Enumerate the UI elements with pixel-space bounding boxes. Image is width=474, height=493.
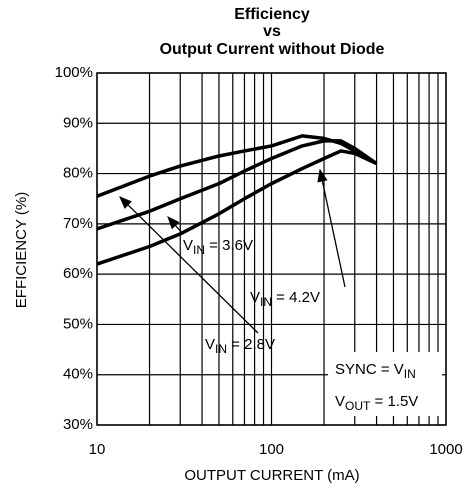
line-series bbox=[96, 134, 378, 198]
y-tick-label: 40% bbox=[63, 366, 93, 383]
annotation-part: = 3.6V bbox=[205, 237, 253, 254]
y-tick-label: 60% bbox=[63, 265, 93, 282]
annotation-part: V bbox=[205, 336, 215, 353]
annotation: VOUT = 1.5V bbox=[335, 393, 418, 413]
subscript: OUT bbox=[345, 399, 371, 413]
y-tick-label: 50% bbox=[63, 315, 93, 332]
y-tick-label: 30% bbox=[63, 416, 93, 433]
annotation-part: V bbox=[335, 393, 345, 410]
annotation-part: = 4.2V bbox=[272, 289, 320, 306]
annotation-part: SYNC = V bbox=[335, 361, 404, 378]
x-tick-label: 1000 bbox=[429, 441, 462, 458]
line-series bbox=[96, 139, 378, 231]
line-series bbox=[96, 149, 378, 266]
x-tick-label: 100 bbox=[259, 441, 284, 458]
y-tick-label: 100% bbox=[55, 64, 93, 81]
annotation: VIN = 4.2V bbox=[250, 289, 320, 309]
subscript: IN bbox=[260, 295, 272, 309]
plot-frame bbox=[96, 72, 447, 426]
chart-title: Efficiency bbox=[234, 6, 310, 23]
subscript: IN bbox=[193, 243, 205, 257]
arrow bbox=[317, 168, 346, 288]
chart-title: vs bbox=[263, 23, 281, 40]
subscript: IN bbox=[215, 342, 227, 356]
note-box bbox=[328, 352, 442, 416]
y-tick-label: 70% bbox=[63, 215, 93, 232]
chart-title: Output Current without Diode bbox=[160, 41, 385, 58]
arrow bbox=[119, 196, 259, 334]
subscript: IN bbox=[404, 367, 416, 381]
annotation-part: = 1.5V bbox=[370, 393, 418, 410]
y-tick-label: 90% bbox=[63, 114, 93, 131]
annotation-part: V bbox=[250, 289, 260, 306]
annotation: VIN = 3.6V bbox=[183, 237, 253, 257]
annotation-part: = 2.8V bbox=[227, 336, 275, 353]
x-tick-label: 10 bbox=[89, 441, 106, 458]
y-tick-label: 80% bbox=[63, 165, 93, 182]
annotation-part: V bbox=[183, 237, 193, 254]
y-axis-label: EFFICIENCY (%) bbox=[13, 192, 30, 308]
x-axis-label: OUTPUT CURRENT (mA) bbox=[184, 467, 359, 484]
annotation: VIN = 2.8V bbox=[205, 336, 275, 356]
arrow bbox=[167, 216, 184, 235]
annotation: SYNC = VIN bbox=[335, 361, 416, 381]
